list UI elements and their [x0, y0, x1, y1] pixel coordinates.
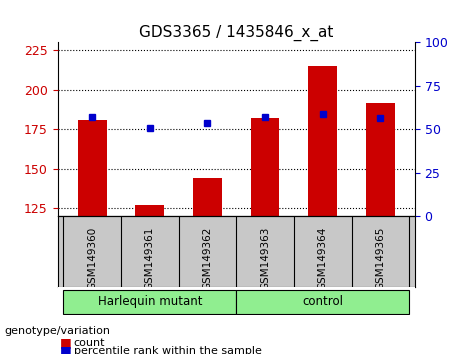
Text: GSM149361: GSM149361 [145, 227, 155, 290]
Text: percentile rank within the sample: percentile rank within the sample [74, 346, 262, 354]
Text: count: count [74, 338, 105, 348]
Text: Harlequin mutant: Harlequin mutant [98, 295, 202, 308]
Text: ■: ■ [60, 336, 71, 349]
Bar [136, 205, 164, 216]
Text: control: control [302, 295, 343, 308]
Bar [193, 178, 222, 216]
Text: genotype/variation: genotype/variation [5, 326, 111, 336]
Text: GSM149362: GSM149362 [202, 227, 213, 290]
Text: GSM149364: GSM149364 [318, 227, 328, 290]
Bar [308, 66, 337, 216]
Text: GSM149365: GSM149365 [375, 227, 385, 290]
Bar [78, 120, 106, 216]
Text: ■: ■ [60, 344, 71, 354]
FancyBboxPatch shape [64, 290, 236, 314]
FancyBboxPatch shape [236, 290, 409, 314]
Text: GSM149360: GSM149360 [87, 227, 97, 290]
Title: GDS3365 / 1435846_x_at: GDS3365 / 1435846_x_at [139, 25, 333, 41]
Bar [251, 118, 279, 216]
Bar [366, 103, 395, 216]
Text: GSM149363: GSM149363 [260, 227, 270, 290]
